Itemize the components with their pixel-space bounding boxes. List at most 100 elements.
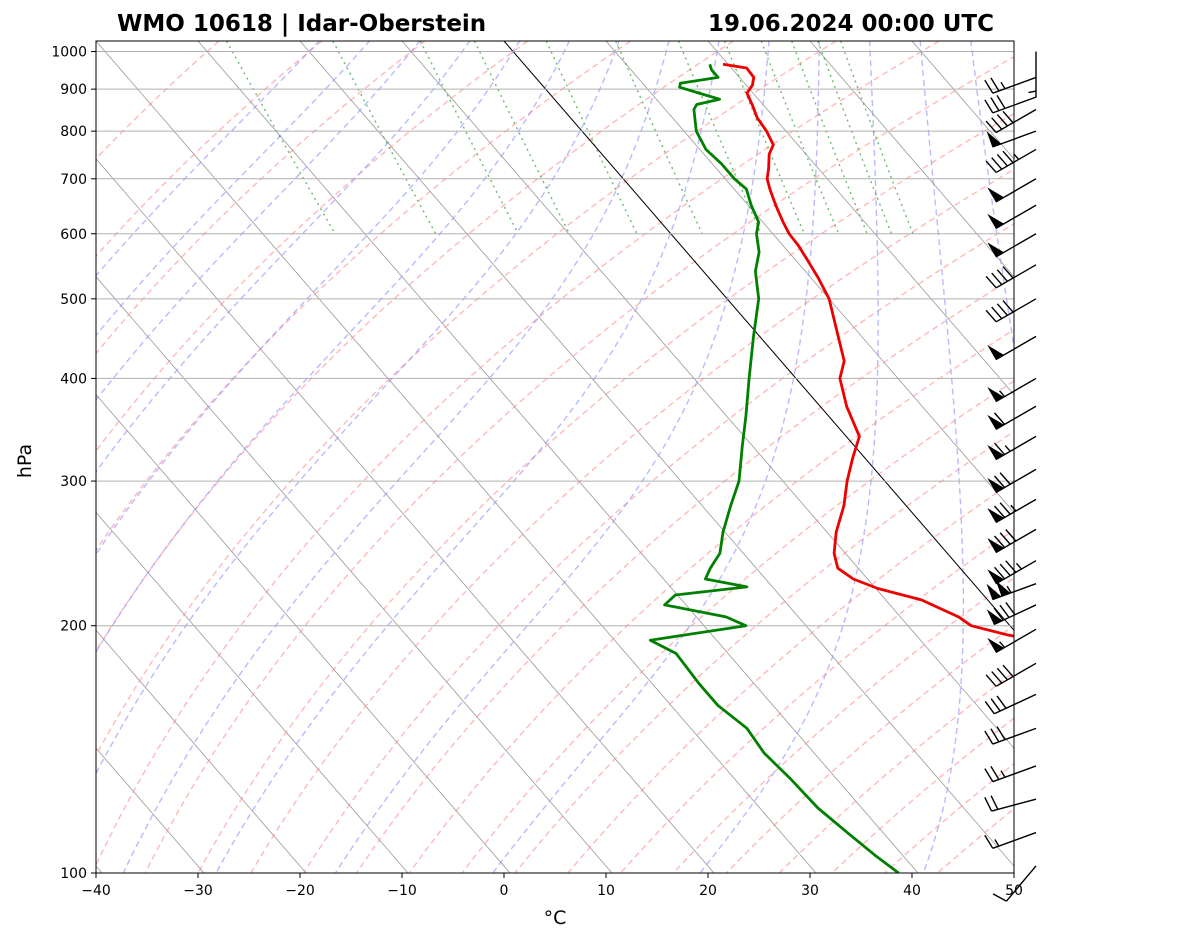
isotherm-line	[96, 41, 817, 873]
y-tick-label: 900	[60, 82, 87, 98]
moist-adiabat-line	[122, 41, 670, 873]
wind-barb-pennant	[986, 609, 1003, 626]
mixing-ratio-line	[840, 41, 914, 235]
chart-title-datetime: 19.06.2024 00:00 UTC	[708, 11, 994, 37]
wind-barb-shaft	[992, 727, 1037, 745]
wind-barb	[987, 405, 1037, 430]
wind-barb-feather	[996, 303, 1008, 316]
wind-barb-shaft	[995, 662, 1037, 687]
y-tick-label: 1000	[51, 45, 87, 61]
dry-adiabat-line	[96, 41, 734, 653]
y-tick-label: 200	[60, 619, 87, 635]
wind-barb	[987, 204, 1037, 229]
wind-barb	[987, 628, 1037, 653]
wind-barb	[986, 602, 1037, 626]
wind-barb-feather	[985, 275, 997, 289]
dry-adiabat-line	[408, 328, 1014, 873]
dry-adiabat-line	[144, 55, 1014, 873]
wind-barb-feather	[996, 95, 1006, 109]
wind-barb	[985, 264, 1037, 289]
wind-barb-feather	[993, 412, 1006, 425]
dewpoint-profile-line	[648, 63, 900, 873]
wind-barb	[984, 693, 1037, 715]
x-tick-label: 20	[699, 883, 717, 899]
wind-barb-feather	[984, 99, 994, 114]
wind-barb	[987, 435, 1037, 461]
wind-barb-shaft	[992, 831, 1037, 849]
wind-barb	[986, 580, 1037, 601]
wind-barb-feather	[985, 309, 997, 323]
dry-adiabat-line	[96, 41, 529, 453]
wind-barb-feather	[991, 671, 1003, 684]
x-tick-label: −40	[81, 883, 111, 899]
wind-barb-pennant	[987, 187, 1005, 203]
dry-adiabat-line	[96, 41, 426, 355]
y-tick-label: 400	[60, 371, 87, 387]
wind-barb-pennant	[987, 477, 1005, 494]
wind-barb	[984, 76, 1037, 94]
mixing-ratio-line	[760, 41, 840, 235]
wind-barb-pennant	[987, 507, 1005, 524]
wind-barb-shaft	[995, 298, 1037, 323]
wind-barb-feather	[991, 157, 1003, 170]
wind-barb-feather	[990, 728, 1000, 743]
wind-barb-feather	[1005, 560, 1017, 573]
wind-barb-half-feather	[999, 641, 1006, 648]
wind-barb-shaft	[992, 96, 1037, 114]
x-tick-label: 0	[500, 883, 509, 899]
wind-barb-half-feather	[1013, 153, 1020, 160]
plot-frame	[95, 40, 1015, 874]
x-tick-label: −30	[183, 883, 213, 899]
wind-barb-feather	[999, 563, 1011, 577]
mixing-ratio-line	[817, 41, 893, 235]
wind-barb-half-feather	[1004, 445, 1011, 452]
moist-adiabat-line	[96, 41, 421, 402]
wind-barb	[987, 233, 1037, 258]
dry-adiabat-line	[250, 168, 1014, 873]
moist-adiabat-line	[492, 41, 820, 873]
wind-barb-feather	[993, 475, 1006, 488]
wind-barb-feather	[1002, 300, 1014, 313]
wind-barb-half-feather	[999, 390, 1006, 398]
wind-barb-shaft	[991, 798, 1037, 812]
mixing-ratio-line	[791, 41, 868, 235]
wind-barb-feather	[990, 795, 999, 810]
wind-barbs	[984, 51, 1037, 902]
zero-isotherm-line	[503, 41, 1014, 632]
wind-barb	[987, 528, 1037, 554]
wind-barb	[987, 560, 1037, 585]
wind-barb-feather	[1002, 664, 1014, 678]
x-tick-label: 40	[903, 883, 921, 899]
wind-barb-feather	[991, 117, 1003, 130]
wind-barb-shaft	[994, 693, 1037, 715]
wind-barb-feather	[992, 893, 1007, 902]
wind-barb-shaft	[1005, 865, 1037, 902]
wind-barb-feather	[991, 306, 1003, 320]
wind-barb-shaft	[992, 76, 1037, 94]
dry-adiabat-line	[355, 276, 1014, 873]
dry-adiabat-line	[514, 430, 1014, 873]
isotherm-line	[96, 511, 409, 873]
wind-barb-half-feather	[1015, 562, 1023, 570]
wind-barb-pennant	[987, 569, 1005, 585]
wind-barb-pennant	[987, 537, 1005, 554]
wind-barb-pennant	[987, 445, 1005, 461]
wind-barb-feather	[996, 153, 1008, 167]
wind-barb-feather	[984, 797, 993, 812]
wind-barb-feather	[996, 726, 1006, 740]
wind-barb-feather	[984, 768, 994, 783]
wind-barb-feather	[990, 97, 1000, 112]
y-tick-label: 100	[60, 866, 87, 882]
wind-barb-pennant	[987, 213, 1005, 229]
wind-barb	[987, 335, 1037, 361]
wind-barb	[984, 795, 1037, 812]
dry-adiabat-line	[96, 41, 631, 552]
mixing-ratio-line	[677, 41, 762, 235]
wind-barb-feather	[996, 695, 1007, 709]
wind-barb-feather	[999, 604, 1010, 618]
moist-adiabat-line	[215, 41, 720, 873]
wind-barb-feather	[985, 160, 997, 173]
wind-barb	[987, 377, 1037, 403]
wind-barb-pennant	[995, 580, 1011, 597]
